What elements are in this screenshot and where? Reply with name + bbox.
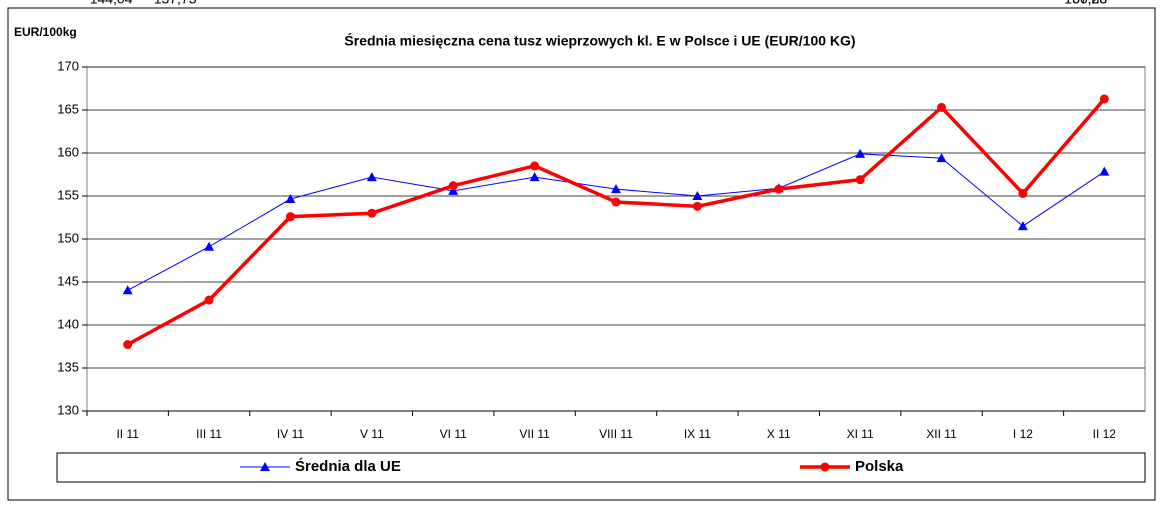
marker	[774, 184, 784, 194]
legend	[56, 452, 1146, 483]
marker	[855, 175, 865, 185]
marker	[855, 148, 866, 158]
data-label: 137,73	[154, 0, 197, 7]
y-tick-label: 155	[57, 187, 79, 202]
data-label: 166,28	[1064, 0, 1107, 7]
x-tick-label: XI 11	[847, 427, 874, 441]
y-tick-label: 140	[57, 316, 79, 331]
marker	[1099, 166, 1110, 176]
y-tick-label: 150	[57, 230, 79, 245]
marker	[448, 181, 458, 191]
x-tick-label: III 11	[196, 427, 222, 441]
marker	[936, 153, 947, 163]
marker	[448, 185, 459, 195]
marker	[692, 191, 703, 200]
x-tick-label: II 11	[116, 427, 139, 441]
marker	[285, 212, 295, 222]
legend-label: Średnia dla UE	[295, 457, 401, 475]
x-tick-label: V 11	[360, 427, 384, 441]
data-label: 157,83	[1064, 0, 1107, 7]
marker	[611, 184, 621, 194]
x-tick-label: II 12	[1093, 427, 1117, 441]
marker	[367, 208, 377, 218]
x-tick-label: VI 11	[440, 427, 467, 441]
marker	[529, 172, 540, 182]
marker	[204, 295, 214, 305]
y-tick-label: 145	[57, 273, 79, 288]
marker	[530, 161, 540, 171]
marker	[1018, 188, 1028, 198]
marker	[1017, 221, 1028, 231]
marker	[611, 197, 621, 207]
x-tick-label: VIII 11	[599, 427, 633, 441]
x-tick-label: I 12	[1013, 427, 1033, 441]
x-tick-label: XII 11	[926, 427, 957, 441]
x-tick-label: X 11	[767, 427, 791, 441]
legend-label: Polska	[855, 458, 904, 475]
y-axis-label: EUR/100kg	[14, 25, 77, 39]
marker	[122, 285, 133, 295]
marker	[204, 241, 215, 251]
y-tick-label: 130	[57, 402, 79, 417]
chart-title: Średnia miesięczna cena tusz wieprzowych…	[344, 32, 855, 49]
marker	[937, 102, 947, 112]
marker	[1099, 94, 1109, 104]
x-tick-label: IX 11	[684, 427, 711, 441]
y-tick-label: 170	[57, 58, 79, 73]
y-tick-label: 160	[57, 144, 79, 159]
data-label: 144,04	[90, 0, 133, 7]
x-tick-label: VII 11	[519, 427, 550, 441]
x-tick-label: IV 11	[277, 427, 304, 441]
marker	[692, 201, 702, 211]
marker	[123, 340, 133, 350]
marker	[260, 462, 270, 471]
marker	[366, 172, 377, 182]
y-tick-label: 135	[57, 359, 79, 374]
y-tick-label: 165	[57, 101, 79, 116]
marker	[285, 194, 296, 204]
marker	[820, 462, 830, 472]
